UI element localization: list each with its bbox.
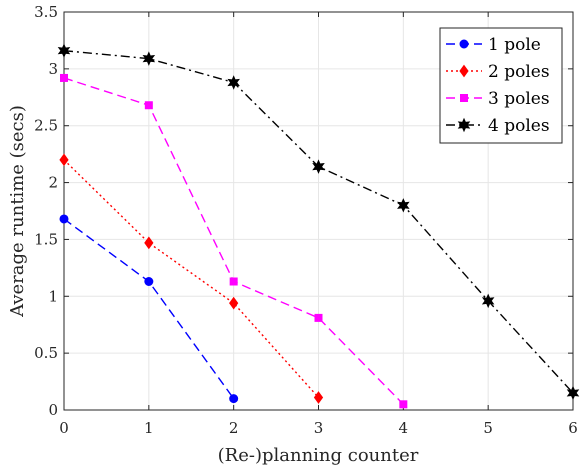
x-tick-label: 3 xyxy=(314,419,324,437)
y-tick-label: 0 xyxy=(48,401,58,419)
legend-label-2-poles: 2 poles xyxy=(488,62,550,82)
y-tick-label: 2 xyxy=(48,174,58,192)
y-tick-label: 0.5 xyxy=(34,344,58,362)
legend-marker-2-poles xyxy=(459,64,469,78)
legend-entry-3-poles: 3 poles xyxy=(446,89,550,109)
y-axis-label: Average runtime (secs) xyxy=(7,105,28,318)
data-point-4-poles xyxy=(142,51,156,66)
y-tick-label: 1 xyxy=(48,287,58,305)
data-point-2-poles xyxy=(229,296,239,310)
x-tick-label: 5 xyxy=(483,419,493,437)
legend-label-1-pole: 1 pole xyxy=(488,35,541,55)
legend-entry-4-poles: 4 poles xyxy=(446,116,550,136)
x-tick-label: 1 xyxy=(144,419,154,437)
legend-label-3-poles: 3 poles xyxy=(488,89,550,109)
y-tick-label: 3.5 xyxy=(34,3,58,21)
legend: 1 pole 2 poles 3 poles 4 poles xyxy=(439,27,563,144)
data-point-1-pole xyxy=(59,214,69,224)
series-layer xyxy=(57,43,580,409)
y-tick-label: 2.5 xyxy=(34,117,58,135)
series-4-poles xyxy=(57,43,580,401)
legend-label-4-poles: 4 poles xyxy=(488,116,550,136)
legend-marker-3-poles xyxy=(460,94,468,102)
x-tick-label: 2 xyxy=(229,419,239,437)
data-point-4-poles xyxy=(312,159,325,174)
legend-marker-1-pole xyxy=(459,39,469,49)
legend-entry-1-pole: 1 pole xyxy=(446,35,541,55)
series-2-poles xyxy=(59,153,324,404)
legend-marker-4-poles xyxy=(457,117,471,133)
axes-box xyxy=(63,11,574,411)
series-line-2-poles xyxy=(63,159,320,398)
data-point-1-pole xyxy=(229,394,239,404)
data-point-2-poles xyxy=(144,236,154,250)
x-tick-label: 4 xyxy=(399,419,409,437)
x-tick-label: 0 xyxy=(59,419,69,437)
data-point-4-poles xyxy=(57,43,71,58)
data-point-3-poles xyxy=(314,313,323,322)
data-point-2-poles xyxy=(59,153,69,167)
data-point-4-poles xyxy=(566,385,580,401)
data-point-3-poles xyxy=(399,400,408,409)
data-point-4-poles xyxy=(227,75,240,90)
legend-entry-2-poles: 2 poles xyxy=(446,62,550,82)
data-point-1-pole xyxy=(144,277,154,287)
series-1-pole xyxy=(59,214,239,404)
y-tick-labels: 0 0.5 1 1.5 2 2.5 3 3.5 xyxy=(34,3,58,419)
data-point-2-poles xyxy=(313,391,324,404)
y-tick-label: 1.5 xyxy=(34,230,58,248)
series-3-poles xyxy=(60,73,408,409)
data-point-3-poles xyxy=(229,277,238,286)
data-point-3-poles xyxy=(144,101,153,110)
x-axis-label: (Re-)planning counter xyxy=(218,445,419,466)
data-point-4-poles xyxy=(481,293,495,309)
x-tick-labels: 0 1 2 3 4 5 6 xyxy=(59,419,578,437)
y-tick-label: 3 xyxy=(48,60,58,78)
x-tick-label: 6 xyxy=(568,419,578,437)
data-point-3-poles xyxy=(60,73,68,82)
data-point-4-poles xyxy=(397,198,410,213)
